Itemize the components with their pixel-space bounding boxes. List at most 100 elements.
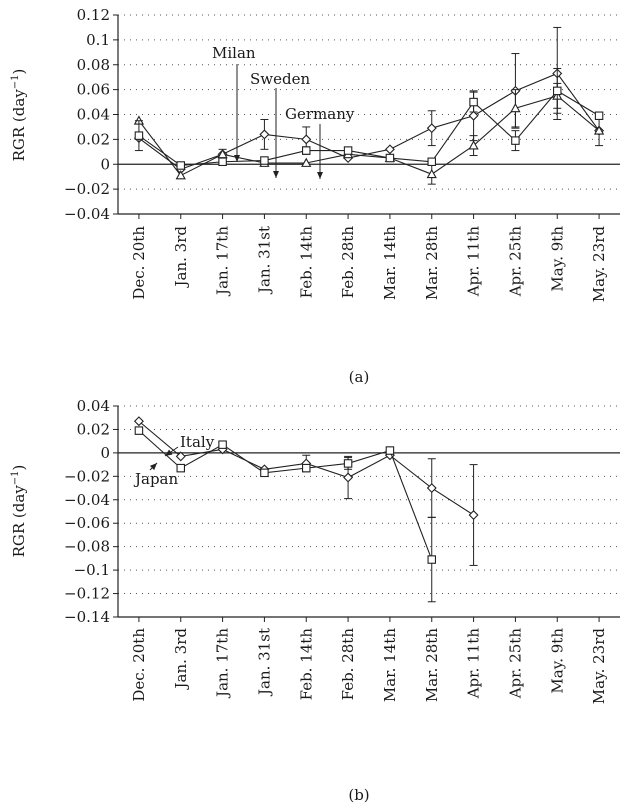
data-point xyxy=(468,110,479,121)
x-tick-label: Mar. 14th xyxy=(381,226,399,300)
data-point xyxy=(134,426,144,435)
data-point xyxy=(175,451,186,462)
chart-panel-b: −0.14 −0.12 −0.1 −0.08 −0.06 −0.04 −0.02 0 0.02 0… xyxy=(10,397,620,804)
y-axis-label-main: RGR (day xyxy=(10,485,28,558)
x-tick-label: Mar. 14th xyxy=(381,628,399,702)
data-point xyxy=(343,146,353,155)
data-point xyxy=(468,510,479,520)
series-line xyxy=(138,430,433,560)
x-tick-label: Jan. 17th xyxy=(214,628,232,699)
data-point xyxy=(384,144,395,155)
data-point xyxy=(510,102,521,113)
y-tick-label: −0.04 xyxy=(64,491,110,509)
x-tick-label: May. 23rd xyxy=(590,628,608,705)
x-tick-label: Feb. 28th xyxy=(339,628,357,701)
series-japan xyxy=(134,426,436,603)
data-point xyxy=(133,416,144,427)
data-point xyxy=(260,468,269,478)
x-tick-label: May. 9th xyxy=(548,628,566,694)
data-point xyxy=(301,134,312,145)
annotation-label: Milan xyxy=(212,44,256,62)
x-tick-label: Feb. 14th xyxy=(297,226,315,299)
y-tick-label: −0.04 xyxy=(64,205,110,223)
annotation-arrowhead xyxy=(165,449,173,456)
annotation-label: Italy xyxy=(180,433,215,451)
y-axis-label: RGR (day−1) xyxy=(10,69,28,162)
x-tick-label: Apr. 11th xyxy=(465,628,483,700)
data-point xyxy=(427,157,436,167)
x-tick-label: Feb. 28th xyxy=(339,226,357,299)
data-point xyxy=(552,86,562,96)
data-point xyxy=(134,131,144,140)
data-point xyxy=(511,136,520,145)
data-point xyxy=(594,111,604,120)
panel-caption: (a) xyxy=(349,368,370,386)
data-point xyxy=(260,156,269,165)
data-point xyxy=(259,129,270,140)
y-tick-label: −0.06 xyxy=(64,514,110,532)
panel-caption: (b) xyxy=(348,786,369,804)
data-point xyxy=(301,463,311,473)
data-point xyxy=(469,97,478,107)
series-line xyxy=(138,72,600,170)
y-tick-label: 0.02 xyxy=(77,130,110,148)
y-axis-label-sup: −1 xyxy=(10,470,21,485)
y-axis-label-close: ) xyxy=(10,465,28,471)
y-tick-label: −0.12 xyxy=(64,585,110,603)
y-tick-label: −0.1 xyxy=(74,561,110,579)
data-point xyxy=(426,123,437,134)
series-milan xyxy=(133,26,605,175)
y-tick-label: −0.02 xyxy=(64,180,110,198)
x-tick-label: Jan. 31st xyxy=(255,628,273,697)
x-tick-label: Dec. 20th xyxy=(130,628,148,702)
y-tick-label: 0.12 xyxy=(77,6,110,24)
series-sweden xyxy=(133,82,605,185)
data-point xyxy=(176,161,186,170)
data-point xyxy=(427,555,436,564)
annotation-arrowhead xyxy=(273,171,279,178)
x-tick-label: Mar. 28th xyxy=(423,226,441,300)
annotation-arrowhead xyxy=(317,172,323,179)
x-tick-label: Apr. 25th xyxy=(506,226,524,298)
y-tick-label: 0.04 xyxy=(77,106,110,124)
annotation-label: Japan xyxy=(133,470,179,488)
data-point xyxy=(426,168,437,179)
x-tick-label: Mar. 28th xyxy=(423,628,441,702)
x-tick-label: Jan. 3rd xyxy=(172,628,190,691)
data-point xyxy=(176,463,186,473)
y-tick-label: −0.14 xyxy=(64,608,110,626)
annotation-label: Germany xyxy=(285,105,355,123)
x-tick-label: Apr. 11th xyxy=(465,226,483,298)
x-tick-label: Jan. 17th xyxy=(214,226,232,297)
data-point xyxy=(468,140,479,150)
chart-panel-a: −0.04 −0.02 0 0.02 0.04 0.06 0.08 0.1 0.12 Dec. 2… xyxy=(10,6,620,386)
y-tick-label: 0 xyxy=(100,444,110,462)
y-axis-label-close: ) xyxy=(10,69,28,75)
series-line xyxy=(138,90,600,167)
data-point xyxy=(301,157,312,167)
x-tick-label: May. 9th xyxy=(548,226,566,292)
annotation-arrowhead xyxy=(149,463,157,471)
series-germany xyxy=(134,67,604,170)
x-tick-label: Jan. 3rd xyxy=(172,226,190,289)
y-tick-label: 0.06 xyxy=(77,81,110,99)
x-tick-label: May. 23rd xyxy=(590,226,608,303)
x-tick-label: Apr. 25th xyxy=(506,628,524,700)
data-point xyxy=(301,146,311,155)
series-line xyxy=(138,95,600,177)
y-tick-label: 0.08 xyxy=(77,56,110,74)
y-tick-label: 0.04 xyxy=(77,397,110,415)
y-axis-label: RGR (day−1) xyxy=(10,465,28,558)
data-point xyxy=(426,483,437,494)
y-tick-label: 0.1 xyxy=(86,31,110,49)
data-point xyxy=(385,153,395,163)
x-tick-label: Jan. 31st xyxy=(255,226,273,295)
y-axis-label-sup: −1 xyxy=(10,74,21,89)
data-point xyxy=(218,157,227,167)
x-tick-label: Dec. 20th xyxy=(130,226,148,300)
x-tick-label: Feb. 14th xyxy=(297,628,315,701)
data-point xyxy=(343,472,354,483)
y-axis-label-main: RGR (day xyxy=(10,89,28,162)
annotation-arrowhead xyxy=(234,155,240,162)
